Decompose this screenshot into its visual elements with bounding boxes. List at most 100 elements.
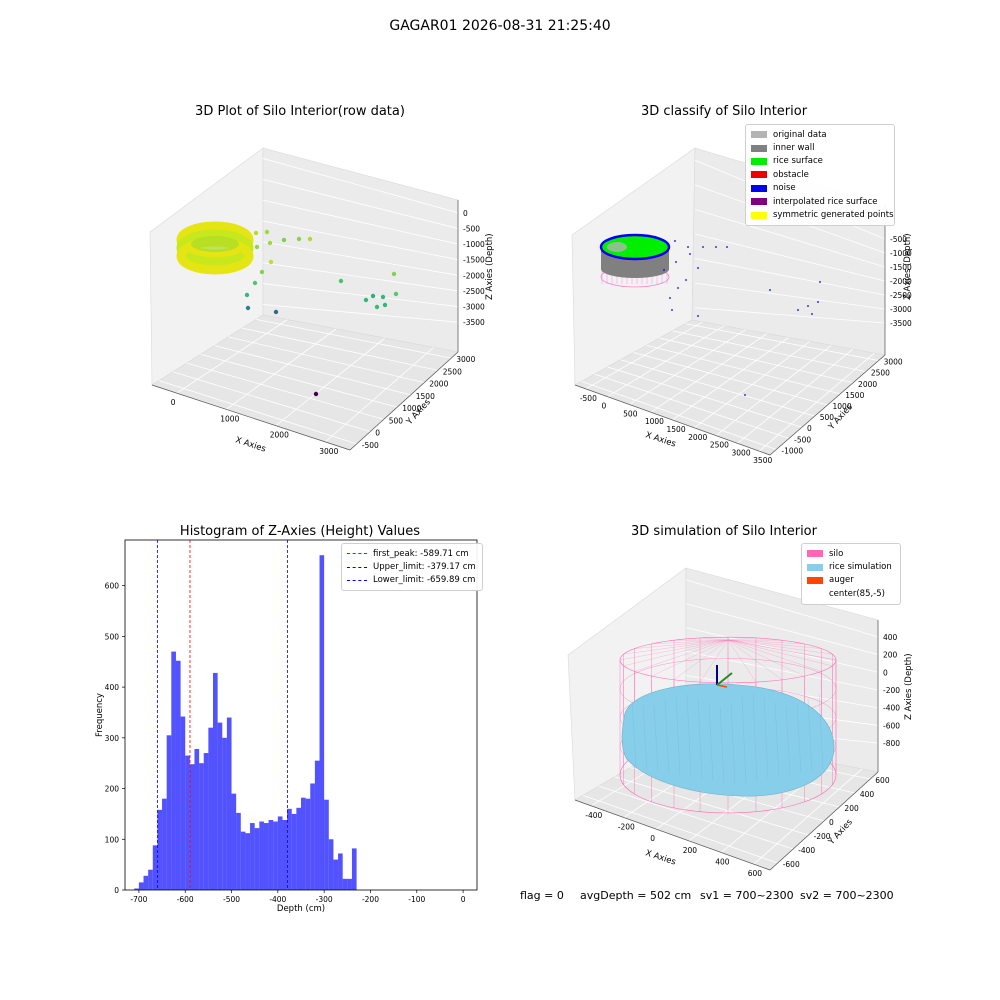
hist-x-tick-label: -300 xyxy=(316,895,333,904)
legend-item: noise xyxy=(751,182,889,195)
noise-point xyxy=(702,246,704,248)
hist-x-tick-label: 0 xyxy=(461,895,466,904)
inner-wall-bottom xyxy=(601,260,669,278)
legend-swatch xyxy=(347,553,367,555)
x-tick-label: 1000 xyxy=(645,417,664,426)
hist-bar xyxy=(217,722,223,890)
legend-label: rice surface xyxy=(773,156,823,167)
hist-bar xyxy=(263,823,269,890)
hist-bar xyxy=(231,793,237,890)
z-tick-label: 200 xyxy=(883,651,898,660)
hist-bar xyxy=(319,555,325,890)
silo-roof-wire xyxy=(727,639,783,680)
legend-item: silo xyxy=(807,547,895,560)
panel1-zlabel: Z Axies (Depth) xyxy=(485,233,495,300)
hist-y-tick-label: 0 xyxy=(114,886,119,895)
noise-point xyxy=(726,246,728,248)
hist-bar xyxy=(171,651,176,890)
y-tick-label: 2500 xyxy=(443,367,462,376)
hist-bar xyxy=(268,820,274,890)
silo-roof-wire xyxy=(727,639,822,672)
hist-bar xyxy=(166,735,172,890)
noise-point xyxy=(811,313,813,315)
raw-data-point xyxy=(382,302,388,308)
raw-data-surface xyxy=(191,236,239,252)
hist-bar xyxy=(157,809,163,890)
legend-label: auger xyxy=(829,575,854,586)
z-tick-label: 0 xyxy=(463,209,468,218)
hist-bar xyxy=(259,821,264,890)
hist-bar xyxy=(347,878,352,890)
hist-y-tick-label: 500 xyxy=(105,632,120,641)
x-tick-label: -200 xyxy=(618,823,635,832)
legend-item: symmetric generated points xyxy=(751,208,894,221)
legend-label: first_peak: -589.71 cm xyxy=(373,548,469,559)
legend-label: noise xyxy=(773,183,796,194)
legend-swatch xyxy=(751,171,767,179)
hist-x-tick-label: -400 xyxy=(269,895,286,904)
x-tick-label: 3500 xyxy=(753,456,772,465)
panel4-zlabel: Z Axies (Depth) xyxy=(904,653,914,720)
rice-mesh xyxy=(708,703,714,782)
original-data-patch xyxy=(607,242,627,252)
panel2-zlabel: Z Axies (Depth) xyxy=(903,233,913,300)
z-tick-label: -3000 xyxy=(890,305,912,314)
hist-y-tick-label: 600 xyxy=(105,582,120,591)
y-tick-label: 500 xyxy=(820,413,835,422)
y-tick-label: 0 xyxy=(807,424,812,433)
legend-label: Upper_limit: -379.17 cm xyxy=(373,562,476,573)
legend-item: center(85,-5) xyxy=(807,587,895,600)
z-tick-label: -1000 xyxy=(463,240,485,249)
z-tick-label: -2500 xyxy=(890,291,912,300)
silo-roof-wire xyxy=(727,639,822,649)
z-tick-label: -500 xyxy=(890,235,907,244)
hist-y-tick-label: 200 xyxy=(105,785,120,794)
silo-roof-wire xyxy=(673,639,729,680)
rice-mesh xyxy=(653,705,659,772)
raw-data-point xyxy=(296,236,302,242)
z-tick-label: -2500 xyxy=(463,287,485,296)
rice-mesh xyxy=(741,696,747,784)
raw-data-point xyxy=(281,237,287,243)
y-tick-label: 1500 xyxy=(845,391,864,400)
raw-data-point xyxy=(380,294,386,300)
y-tick-label: 2000 xyxy=(429,380,448,389)
raw-data-point xyxy=(391,271,397,277)
legend-swatch xyxy=(751,131,767,139)
hist-bar xyxy=(185,755,190,890)
hist-bar xyxy=(277,816,283,890)
legend-swatch xyxy=(807,563,823,571)
rice-simulation xyxy=(621,683,835,797)
hist-bar xyxy=(194,748,200,890)
z-tick-label: -500 xyxy=(463,224,480,233)
raw-data-point xyxy=(370,293,376,299)
raw-data-point xyxy=(245,305,251,311)
hist-bar xyxy=(291,813,297,890)
hist-bar xyxy=(134,888,139,890)
noise-point xyxy=(669,297,671,299)
legend-label: Lower_limit: -659.89 cm xyxy=(373,575,476,586)
legend-label: inner wall xyxy=(773,143,815,154)
raw-data-point xyxy=(259,269,265,275)
legend-item: Upper_limit: -379.17 cm xyxy=(347,560,477,573)
legend-swatch xyxy=(751,144,767,152)
auger-arm xyxy=(716,672,733,686)
hist-bar xyxy=(305,798,311,890)
noise-point xyxy=(697,315,699,317)
rice-mesh xyxy=(719,705,725,784)
y-tick-label: -400 xyxy=(798,846,815,855)
legend-label: center(85,-5) xyxy=(829,588,885,599)
legend-item: auger xyxy=(807,574,895,587)
raw-data-point xyxy=(374,304,380,310)
hist-bar xyxy=(338,853,343,890)
raw-data-point xyxy=(268,259,274,265)
raw-data-point xyxy=(267,240,273,246)
panel1-title: 3D Plot of Silo Interior(row data) xyxy=(195,104,405,119)
figure-title: GAGAR01 2026-08-31 21:25:40 xyxy=(389,18,611,34)
hist-bar xyxy=(282,820,288,890)
rice-surface xyxy=(599,233,671,261)
silo-roof-wire xyxy=(699,639,729,683)
noise-point xyxy=(687,246,689,248)
panel2-legend: original data inner wall rice surface obsta… xyxy=(745,124,895,226)
